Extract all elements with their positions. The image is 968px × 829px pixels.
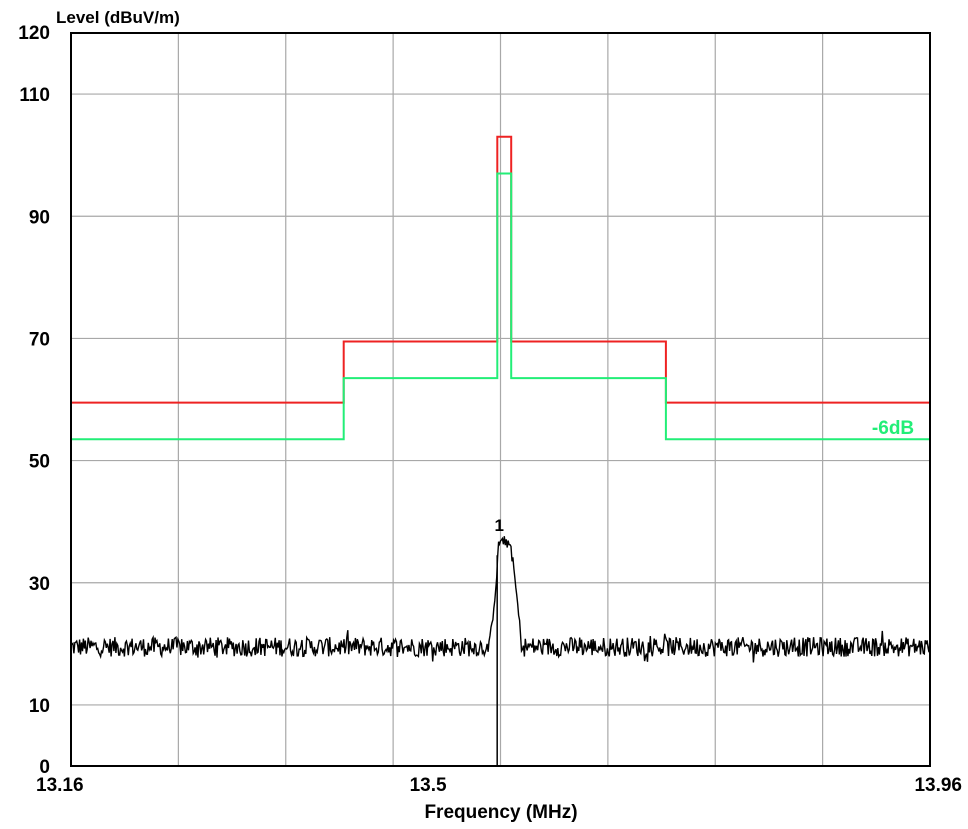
x-tick-labels: 13.16 13.5 13.96 (36, 775, 962, 796)
y-tick-label: 120 (18, 23, 50, 44)
x-tick-label: 13.5 (410, 775, 447, 796)
y-tick-label: 0 (39, 757, 50, 778)
marker-label: 1 (494, 516, 503, 535)
annotation-layer: -6dB (872, 418, 914, 439)
y-tick-label: 30 (29, 574, 50, 595)
series-line-2 (71, 172, 930, 441)
y-tick-label: 110 (19, 85, 50, 106)
y-tick-labels: 0 10 30 50 70 90 110 120 (18, 23, 50, 778)
y-tick-label: 50 (29, 452, 50, 473)
marker-layer: 1 (494, 516, 504, 766)
plot-frame (70, 32, 931, 767)
x-tick-label: 13.96 (914, 775, 962, 796)
y-tick-label: 70 (29, 329, 50, 350)
x-axis-label: Frequency (MHz) (424, 802, 577, 823)
grid-lines (71, 33, 930, 766)
series-line-3 (70, 536, 931, 663)
y-tick-label: 90 (29, 207, 50, 228)
annotation-label: -6dB (872, 418, 914, 439)
y-axis-label: Level (dBuV/m) (56, 8, 180, 27)
series-layer (70, 135, 931, 663)
x-tick-label: 13.16 (36, 775, 84, 796)
series-line-1 (71, 135, 930, 404)
y-tick-label: 10 (29, 696, 50, 717)
